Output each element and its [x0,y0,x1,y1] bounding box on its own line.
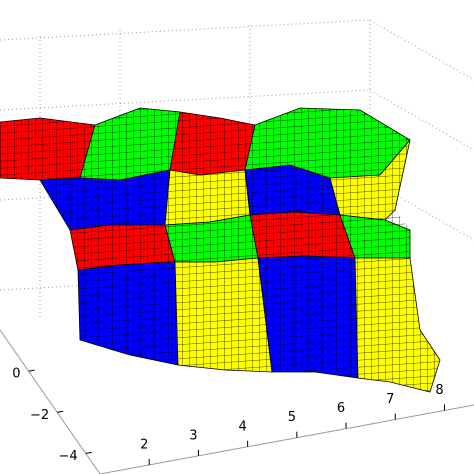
x-tick-label: 4 [238,419,246,434]
surface [0,107,441,393]
y-tick-label: 0 [12,367,20,382]
x-tick-label: 3 [189,428,197,443]
x-tick-label: 8 [435,383,443,398]
y-tick [85,451,92,454]
y-tick-label: −2 [30,408,49,423]
y-tick-label: −4 [59,449,78,464]
x-tick-label: 6 [337,401,345,416]
x-tick-label: 7 [386,392,394,407]
y-tick [28,369,35,372]
x-tick-label: 2 [140,437,148,452]
y-tick [57,410,64,413]
x-tick-label: 5 [288,410,296,425]
ticks: 2 3 4 5 6 7 8 0 −2 −4 [12,367,445,465]
